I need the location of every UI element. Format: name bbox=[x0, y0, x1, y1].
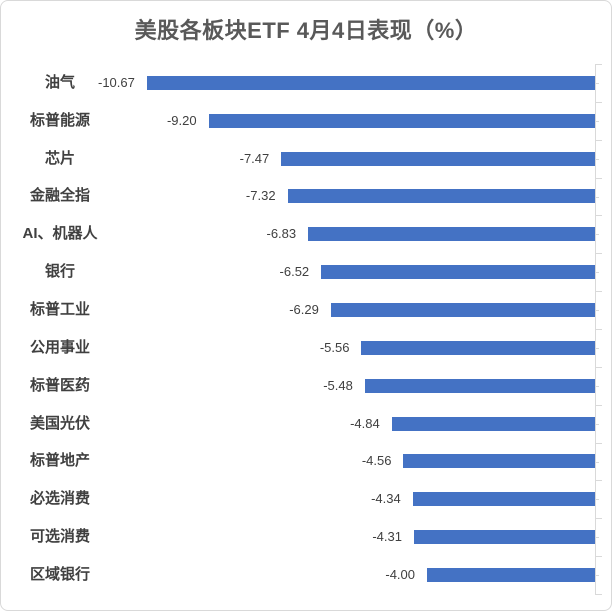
axis-tick-major bbox=[595, 215, 602, 217]
bar bbox=[146, 75, 595, 90]
bar bbox=[413, 530, 595, 545]
value-label: -4.00 bbox=[385, 567, 415, 583]
bar-row: 可选消费 -4.31 bbox=[1, 518, 611, 556]
axis-tick-major bbox=[595, 404, 602, 406]
bar bbox=[208, 113, 595, 128]
axis-tick-major bbox=[595, 177, 602, 179]
axis-tick-minor bbox=[595, 310, 599, 312]
axis-tick-minor bbox=[595, 575, 599, 577]
axis-tick-major bbox=[595, 442, 602, 444]
axis-tick-minor bbox=[595, 272, 599, 274]
axis-tick-minor bbox=[595, 423, 599, 425]
axis-tick-major bbox=[595, 64, 602, 65]
bar-row: 金融全指 -7.32 bbox=[1, 178, 611, 216]
axis-tick-major bbox=[595, 329, 602, 330]
category-label: 可选消费 bbox=[29, 528, 90, 546]
axis-tick-minor bbox=[595, 82, 599, 84]
plot-area: 油气 -10.67 标普能源 -9.20 芯片 -7.47 金融全指 -7.32 AI、机器人 -… bbox=[1, 64, 611, 595]
bar-row: 公用事业 -5.56 bbox=[1, 329, 611, 367]
bar-row: AI、机器人 -6.83 bbox=[1, 215, 611, 253]
category-label: 美国光伏 bbox=[29, 414, 90, 432]
bar bbox=[412, 492, 595, 507]
axis-tick-major bbox=[595, 291, 602, 293]
bar-row: 标普能源 -9.20 bbox=[1, 102, 611, 140]
bar-row: 标普医药 -5.48 bbox=[1, 367, 611, 405]
value-label: -5.56 bbox=[319, 339, 350, 355]
bar bbox=[321, 265, 595, 280]
axis-tick-major bbox=[595, 556, 602, 558]
axis-tick-major bbox=[595, 101, 602, 103]
bar bbox=[391, 416, 595, 431]
bar-row: 银行 -6.52 bbox=[1, 253, 611, 291]
value-label: -6.29 bbox=[289, 302, 319, 318]
bar bbox=[361, 340, 595, 355]
value-label: -4.56 bbox=[361, 453, 392, 469]
axis-tick-minor bbox=[595, 537, 599, 539]
bar-row: 标普工业 -6.29 bbox=[1, 291, 611, 329]
axis-tick-major bbox=[595, 480, 602, 482]
bar-row: 必选消费 -4.34 bbox=[1, 480, 611, 518]
category-label: 银行 bbox=[44, 263, 75, 281]
category-label: 芯片 bbox=[44, 149, 75, 167]
bar bbox=[330, 303, 595, 318]
axis-tick-major bbox=[595, 594, 602, 595]
bar bbox=[308, 227, 595, 242]
axis-tick-minor bbox=[595, 234, 599, 236]
axis-tick-minor bbox=[595, 385, 599, 387]
axis-tick-minor bbox=[595, 196, 599, 198]
axis-tick-major bbox=[595, 253, 602, 255]
chart-title: 美股各板块ETF 4月4日表现（%） bbox=[134, 18, 478, 43]
bar bbox=[427, 568, 595, 583]
category-label: 标普能源 bbox=[29, 111, 90, 129]
value-label: -6.83 bbox=[266, 226, 297, 242]
bar bbox=[287, 189, 595, 204]
axis-tick-major bbox=[595, 518, 602, 520]
value-label: -9.20 bbox=[166, 112, 197, 128]
value-label: -5.48 bbox=[323, 377, 353, 393]
axis-tick-major bbox=[595, 366, 602, 368]
category-label: 标普地产 bbox=[29, 452, 90, 470]
bar-row: 美国光伏 -4.84 bbox=[1, 405, 611, 443]
bar bbox=[403, 454, 595, 469]
bar-row: 标普地产 -4.56 bbox=[1, 443, 611, 481]
category-label: 标普工业 bbox=[29, 301, 90, 319]
bar bbox=[364, 378, 595, 393]
axis-tick-minor bbox=[595, 120, 599, 122]
value-label: -4.84 bbox=[350, 415, 380, 431]
category-label: 区域银行 bbox=[29, 566, 90, 584]
bar-row: 芯片 -7.47 bbox=[1, 140, 611, 178]
value-label: -6.52 bbox=[279, 264, 310, 280]
value-label: -10.67 bbox=[98, 74, 135, 90]
axis-tick-minor bbox=[595, 499, 599, 501]
category-label: 必选消费 bbox=[29, 490, 90, 508]
category-label: 公用事业 bbox=[29, 338, 90, 356]
category-label: AI、机器人 bbox=[22, 225, 98, 243]
bar bbox=[281, 151, 595, 166]
category-label: 金融全指 bbox=[29, 187, 90, 205]
category-label: 标普医药 bbox=[29, 376, 90, 394]
value-label: -4.31 bbox=[372, 529, 402, 545]
axis-tick-minor bbox=[595, 461, 599, 463]
value-label: -4.34 bbox=[371, 491, 401, 507]
category-label: 油气 bbox=[44, 73, 75, 91]
axis-tick-major bbox=[595, 139, 602, 141]
value-label: -7.32 bbox=[245, 188, 276, 204]
axis-tick-minor bbox=[595, 158, 599, 160]
bar-row: 区域银行 -4.00 bbox=[1, 556, 611, 594]
value-label: -7.47 bbox=[239, 150, 270, 166]
bar-row: 油气 -10.67 bbox=[1, 64, 611, 102]
axis-tick-minor bbox=[595, 347, 599, 349]
